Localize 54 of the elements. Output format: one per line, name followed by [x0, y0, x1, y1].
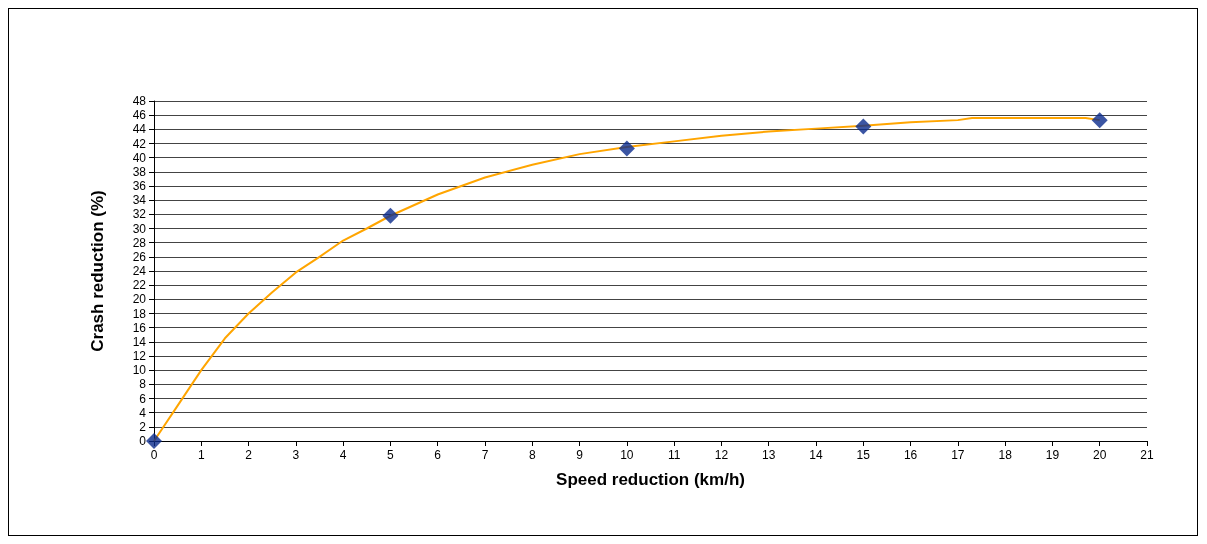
y-tick-label: 26: [132, 249, 147, 264]
y-tick-label: 38: [132, 164, 147, 179]
y-tick-label: 22: [132, 278, 147, 293]
x-tick-label: 2: [245, 448, 253, 462]
x-tick-label: 8: [528, 448, 536, 462]
point: [855, 118, 872, 135]
y-tick-label: 42: [132, 136, 147, 151]
y-tick-label: 10: [132, 363, 147, 378]
x-tick-label: 5: [387, 448, 395, 462]
y-tick-label: 48: [132, 94, 147, 108]
y-tick-label: 2: [139, 419, 147, 434]
y-tick-label: 24: [132, 264, 147, 278]
x-tick-label: 21: [1140, 448, 1154, 462]
point: [618, 140, 635, 157]
x-tick-label: 11: [667, 448, 681, 462]
point: [146, 433, 162, 449]
y-tick-label: 40: [132, 150, 147, 165]
y-tick-label: 30: [132, 221, 147, 236]
x-tick-label: 18: [998, 448, 1013, 462]
y-tick-label: 34: [132, 193, 147, 208]
y-tick-label: 44: [132, 122, 147, 137]
y-tick-label: 32: [132, 207, 147, 222]
x-tick-label: 16: [903, 448, 918, 462]
y-tick-label: 0: [139, 434, 147, 448]
x-tick-label: 17: [951, 448, 965, 462]
x-tick-label: 0: [150, 448, 158, 462]
x-tick-label: 9: [576, 448, 584, 462]
point: [382, 207, 399, 224]
y-tick-label: 8: [139, 377, 147, 392]
x-tick-label: 14: [809, 448, 823, 462]
y-axis-title: Crash reduction (%): [88, 190, 107, 352]
x-tick-label: 4: [339, 448, 347, 462]
x-tick-label: 13: [762, 448, 776, 462]
x-tick-label: 1: [197, 448, 205, 462]
x-tick-label: 20: [1093, 448, 1107, 462]
x-tick-label: 10: [620, 448, 634, 462]
y-tick-label: 4: [139, 405, 147, 420]
y-tick-label: 28: [132, 235, 147, 250]
x-tick-label: 6: [434, 448, 442, 462]
y-tick-label: 16: [132, 320, 147, 335]
y-tick-label: 6: [139, 391, 147, 406]
y-tick-label: 18: [132, 306, 147, 321]
x-axis-title: Speed reduction (km/h): [556, 470, 745, 489]
point: [1091, 112, 1108, 129]
x-tick-label: 12: [714, 448, 729, 462]
y-tick-label: 46: [132, 108, 147, 123]
y-tick-label: 20: [132, 292, 147, 307]
y-tick-label: 36: [132, 179, 147, 193]
x-tick-label: 7: [481, 448, 489, 462]
y-tick-label: 14: [132, 334, 147, 349]
x-tick-label: 19: [1045, 448, 1060, 462]
y-tick-label: 12: [132, 349, 147, 363]
x-tick-label: 3: [292, 448, 300, 462]
x-tick-label: 15: [856, 448, 871, 462]
